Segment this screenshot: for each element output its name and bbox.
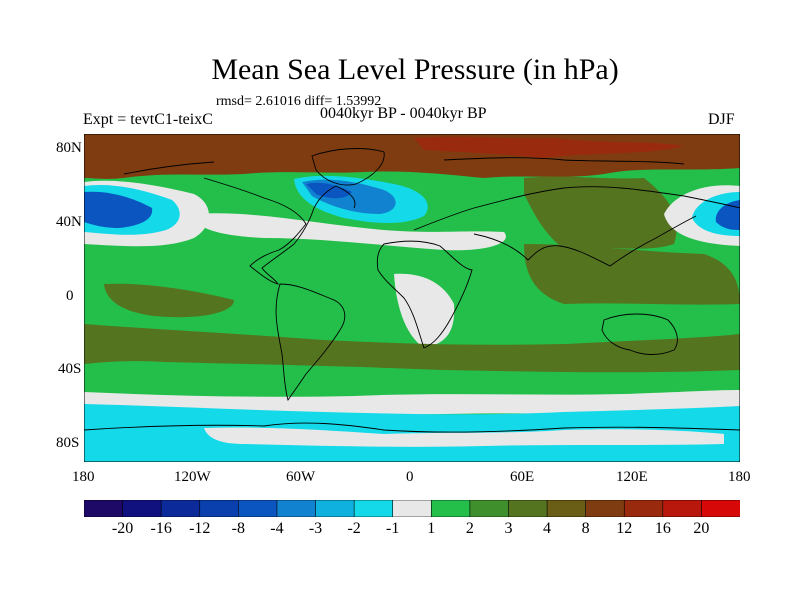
lon-label-0: 0 xyxy=(406,469,414,485)
arctic-coast xyxy=(123,157,685,175)
pacific-low-west-core xyxy=(84,191,153,228)
colorbar-swatch xyxy=(585,500,626,517)
colorbar-swatch xyxy=(84,500,124,517)
map-title: Mean Sea Level Pressure (in hPa) xyxy=(211,53,619,86)
eurasia-coast xyxy=(413,186,740,267)
greenland-coast xyxy=(311,148,385,186)
colorbar-label: 2 xyxy=(465,520,474,537)
lon-label-180w: 180 xyxy=(72,469,95,485)
lon-label-60w: 60W xyxy=(286,469,316,485)
antarctica-coast xyxy=(84,422,740,433)
arctic-high-core xyxy=(414,136,684,158)
lon-label-120e: 120E xyxy=(616,469,648,485)
eurasia-high-region xyxy=(524,176,677,249)
colorbar-label: -4 xyxy=(270,520,284,537)
colorbar-swatch xyxy=(353,500,394,517)
colorbar-swatch xyxy=(662,500,703,517)
colorbar-label: -8 xyxy=(231,520,245,537)
colorbar-label: -20 xyxy=(111,520,134,537)
colorbar-label: 4 xyxy=(543,520,552,537)
antarctic-pale-patches xyxy=(204,427,724,447)
experiment-label: Expt = tevtC1-teixC xyxy=(83,111,213,128)
antarctic-low-region xyxy=(84,404,740,462)
lat-label-40s: 40S xyxy=(58,361,82,377)
lon-label-60e: 60E xyxy=(510,469,535,485)
colorbar-swatch xyxy=(623,500,664,517)
colorbar-label: 16 xyxy=(654,520,671,537)
south-pacific-anomaly xyxy=(104,283,234,318)
colorbar-label: 1 xyxy=(427,520,436,537)
colorbar-swatch xyxy=(238,500,278,517)
colorbar-label: 20 xyxy=(693,520,710,537)
australia-coast xyxy=(601,313,678,355)
north-subtropic-pale-band xyxy=(194,213,506,251)
colorbar-label: -16 xyxy=(150,520,172,537)
colorbar-swatch xyxy=(122,500,162,517)
colorbar-swatch xyxy=(199,500,240,517)
colorbar-label: -3 xyxy=(308,520,323,537)
southern-midlat-band xyxy=(84,324,740,373)
season-label: DJF xyxy=(708,111,735,128)
indopacific-tropics xyxy=(524,244,740,305)
lat-label-80n: 80N xyxy=(56,140,82,156)
period-label: 0040kyr BP - 0040kyr BP xyxy=(320,105,487,122)
lat-label-40n: 40N xyxy=(56,214,82,230)
africa-coast xyxy=(376,240,473,349)
coastlines xyxy=(84,148,740,433)
north-america-coast xyxy=(203,177,356,285)
colorbar-label: -1 xyxy=(386,520,400,537)
africa-pale-region xyxy=(394,273,455,348)
lat-label-0: 0 xyxy=(66,288,74,304)
colorbar-label: -2 xyxy=(347,520,361,537)
colorbar-swatch xyxy=(160,500,201,517)
colorbar-label: 8 xyxy=(581,520,590,537)
colorbar-swatch xyxy=(315,500,355,517)
colorbar-swatch xyxy=(392,500,433,517)
lon-label-120w: 120W xyxy=(174,469,211,485)
south-america-coast xyxy=(275,283,346,402)
colorbar-swatch xyxy=(701,500,740,517)
colorbar-swatch xyxy=(276,500,317,517)
colorbar-swatch xyxy=(469,500,510,517)
stats-label: rmsd= 2.61016 diff= 1.53992 xyxy=(216,94,382,109)
colorbar-label: 3 xyxy=(504,520,513,537)
colorbar-label: 12 xyxy=(616,520,633,537)
southern-pale-ring xyxy=(84,390,740,416)
lat-label-80s: 80S xyxy=(56,435,80,451)
colorbar-label: -12 xyxy=(189,520,211,537)
colorbar-swatch xyxy=(430,500,471,517)
colorbar-swatch xyxy=(508,500,548,517)
colorbar xyxy=(84,500,740,517)
pacific-low-east-core xyxy=(715,200,740,230)
colorbar-swatch xyxy=(546,500,587,517)
pressure-map xyxy=(84,134,740,462)
lon-label-180e: 180 xyxy=(728,469,751,485)
